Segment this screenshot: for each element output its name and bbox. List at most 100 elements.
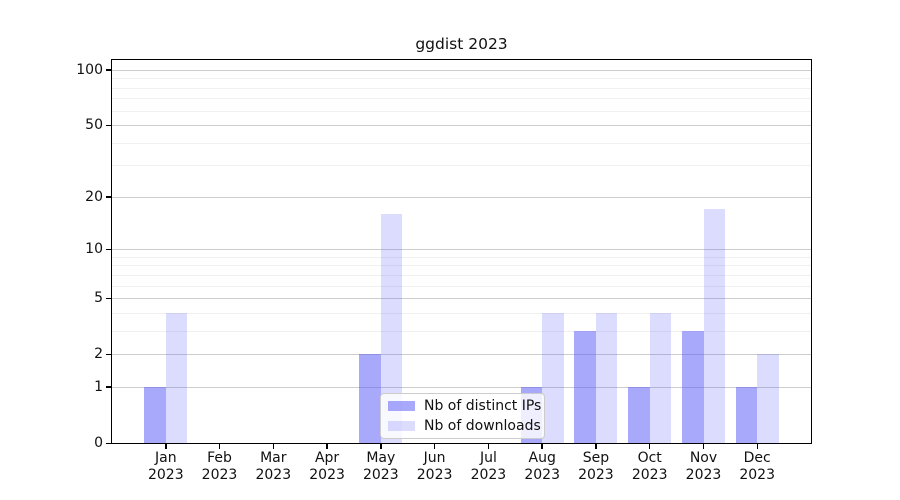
y-tick-label: 100 — [76, 61, 103, 78]
x-tick-label-line: 2023 — [470, 467, 507, 483]
x-tick-label-line: Jan — [155, 450, 177, 466]
y-tick-label: 2 — [94, 346, 103, 363]
legend-item-downloads: Nb of downloads — [388, 418, 541, 435]
x-tick-label-line: Feb — [207, 450, 232, 466]
gridline-minor — [112, 265, 811, 267]
y-tick-mark — [106, 196, 112, 198]
gridline-major — [112, 196, 811, 198]
x-tick-mark — [165, 443, 167, 449]
gridline-minor — [112, 285, 811, 287]
bar-nb-of-downloads-oct-2023 — [649, 312, 672, 443]
x-tick-label: May 2023 — [341, 450, 421, 484]
gridline-minor — [112, 312, 811, 314]
bar-nb-of-downloads-nov-2023 — [703, 209, 725, 443]
chart-title: ggdist 2023 — [415, 35, 508, 53]
x-tick-label: Nov 2023 — [664, 450, 744, 484]
legend-swatch-downloads — [388, 421, 415, 431]
x-tick-label-line: 2023 — [147, 467, 184, 483]
y-tick-mark — [106, 353, 112, 356]
x-tick-label-line: 2023 — [362, 467, 399, 483]
gridline-minor — [112, 165, 811, 167]
bar-nb-of-downloads-sep-2023 — [595, 312, 618, 443]
x-tick-label-line: 2023 — [631, 467, 668, 483]
x-tick-label: Aug 2023 — [502, 450, 582, 484]
x-tick-label-line: Oct — [637, 450, 662, 466]
x-tick-mark — [756, 443, 758, 449]
x-tick-label: Feb 2023 — [180, 450, 260, 484]
y-tick-mark — [106, 248, 112, 251]
x-tick-label-line: 2023 — [524, 467, 560, 483]
gridline-minor — [112, 274, 811, 276]
gridline-minor — [112, 78, 811, 80]
bar-nb-of-distinct-ips-sep-2023 — [574, 330, 596, 443]
x-tick-label-line: Dec — [743, 450, 771, 466]
x-tick-label: Sep 2023 — [556, 450, 636, 484]
x-tick-mark — [272, 443, 275, 449]
gridline-major — [112, 69, 811, 71]
x-tick-label-line: Jul — [479, 450, 497, 466]
x-tick-mark — [487, 443, 490, 449]
x-tick-label-line: 2023 — [578, 467, 614, 483]
bar-nb-of-distinct-ips-dec-2023 — [735, 386, 758, 443]
y-tick-label: 5 — [94, 290, 103, 307]
gridline-major — [112, 386, 811, 388]
bar-nb-of-distinct-ips-may-2023 — [359, 354, 381, 443]
x-tick-label-line: 2023 — [685, 467, 722, 483]
x-tick-label-line: Sep — [582, 450, 610, 466]
gridline-minor — [112, 142, 811, 144]
x-tick-label: Jul 2023 — [448, 450, 528, 484]
x-tick-label-line: May — [366, 450, 396, 466]
gridline-minor — [112, 256, 811, 258]
x-tick-mark — [648, 443, 651, 449]
bar-nb-of-downloads-aug-2023 — [542, 312, 564, 443]
gridline-major — [112, 125, 811, 126]
y-tick-label: 20 — [85, 188, 103, 205]
x-tick-mark — [218, 443, 221, 449]
bar-nb-of-distinct-ips-oct-2023 — [628, 386, 650, 443]
gridline-minor — [112, 330, 811, 332]
x-tick-mark — [433, 443, 436, 449]
bar-nb-of-downloads-dec-2023 — [757, 354, 779, 443]
x-tick-mark — [541, 443, 543, 449]
x-tick-label-line: 2023 — [416, 467, 453, 483]
legend-label-downloads: Nb of downloads — [424, 417, 541, 434]
y-tick-label: 10 — [85, 241, 103, 258]
bar-nb-of-distinct-ips-jan-2023 — [144, 386, 166, 443]
gridline-major — [112, 249, 811, 251]
x-tick-label: Jan 2023 — [126, 450, 206, 484]
bar-nb-of-downloads-may-2023 — [380, 213, 403, 443]
legend-label-distinct-ips: Nb of distinct IPs — [424, 397, 542, 414]
x-tick-label-line: Apr — [314, 450, 340, 466]
x-tick-label-line: Nov — [689, 450, 718, 466]
x-tick-label: Oct 2023 — [610, 450, 690, 484]
x-tick-mark — [326, 443, 328, 449]
x-tick-label: Mar 2023 — [233, 450, 313, 484]
y-tick-mark — [106, 124, 112, 126]
x-tick-mark — [702, 443, 705, 449]
legend: Nb of distinct IPs Nb of downloads — [380, 393, 545, 439]
y-tick-label: 1 — [94, 378, 103, 395]
y-tick-label: 50 — [85, 117, 103, 133]
x-tick-label-line: Aug — [528, 450, 556, 466]
bar-nb-of-distinct-ips-nov-2023 — [682, 330, 704, 443]
x-tick-label-line: 2023 — [255, 467, 292, 483]
legend-swatch-distinct-ips — [388, 401, 415, 411]
gridline-major — [112, 298, 811, 300]
bar-nb-of-downloads-jan-2023 — [165, 312, 188, 443]
x-tick-label-line: 2023 — [739, 467, 775, 483]
x-tick-mark — [380, 443, 382, 449]
x-tick-label: Jun 2023 — [395, 450, 475, 484]
x-tick-label: Dec 2023 — [717, 450, 797, 484]
y-tick-mark — [106, 386, 112, 388]
gridline-minor — [112, 110, 811, 112]
gridline-minor — [112, 98, 811, 100]
gridline-major — [112, 354, 811, 356]
y-tick-mark — [106, 297, 112, 300]
x-tick-label-line: 2023 — [201, 467, 238, 483]
gridline-minor — [112, 87, 811, 89]
x-tick-mark — [595, 443, 597, 449]
y-tick-mark — [106, 69, 112, 71]
y-tick-label: 0 — [94, 435, 103, 451]
x-tick-label-line: 2023 — [309, 467, 345, 483]
legend-item-distinct-ips: Nb of distinct IPs — [388, 398, 541, 415]
